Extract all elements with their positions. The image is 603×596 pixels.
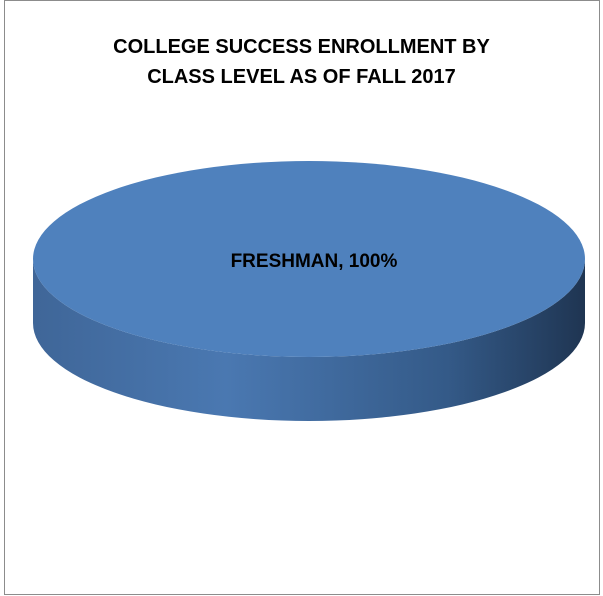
chart-title-line-2: CLASS LEVEL AS OF FALL 2017	[147, 66, 456, 88]
pie-data-label: FRESHMAN, 100%	[231, 251, 398, 272]
chart-title: COLLEGE SUCCESS ENROLLMENT BY CLASS LEVE…	[0, 32, 603, 92]
pie-slice-freshman	[33, 161, 585, 357]
pie-slice-side	[33, 259, 585, 421]
chart-title-line-1: COLLEGE SUCCESS ENROLLMENT BY	[113, 36, 490, 58]
